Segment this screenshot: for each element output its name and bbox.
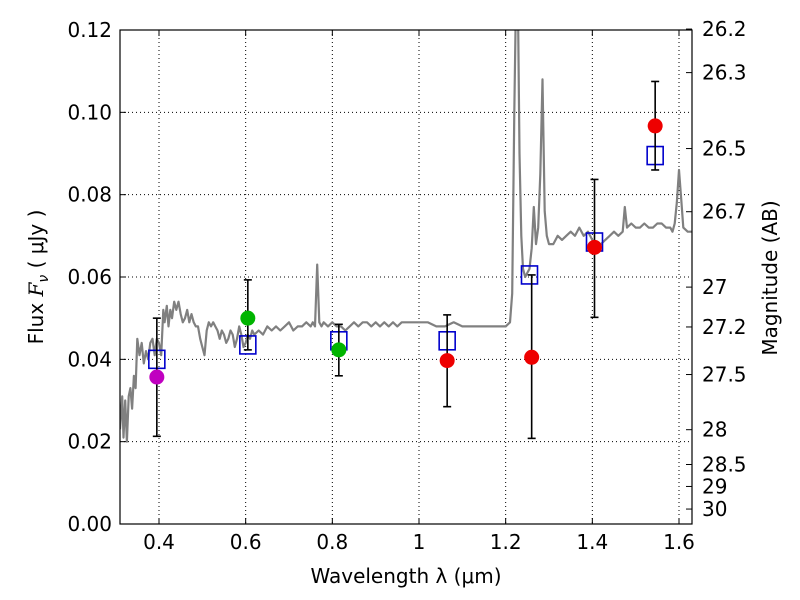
y-axis-label-prefix: Flux xyxy=(24,296,48,344)
axes: 0.4 0.6 0.8 1 1.2 1.4 1.6 0.00 0.02 0.04 0.06 0.08 0… xyxy=(67,17,746,554)
y-axis-label-symbol: F xyxy=(24,281,48,297)
observed-point xyxy=(587,239,602,255)
y-tick-label: 0.02 xyxy=(67,430,112,454)
y-tick-label: 0.10 xyxy=(67,100,112,124)
y-axis-label: Flux Fν ( μJy ) xyxy=(24,210,52,345)
x-tick-label: 1.2 xyxy=(490,530,522,554)
x-tick-label: 0.6 xyxy=(230,530,262,554)
grid xyxy=(120,29,692,525)
x-tick-label: 0.4 xyxy=(143,530,175,554)
plot-area xyxy=(120,30,692,443)
observed-point xyxy=(647,118,663,134)
mag-tick-label: 27.2 xyxy=(702,315,747,339)
mag-tick-label: 26.5 xyxy=(702,137,747,161)
model-point xyxy=(520,265,539,285)
plot-layer xyxy=(120,30,692,443)
observed-point xyxy=(439,353,455,369)
mag-tick-label: 30 xyxy=(702,497,727,521)
x-tick-label: 1.4 xyxy=(576,530,608,554)
y-tick-label: 0.08 xyxy=(67,183,112,207)
mag-tick-label: 29 xyxy=(702,474,727,498)
mag-tick-label: 27.5 xyxy=(702,363,747,387)
x-tick-label: 0.8 xyxy=(316,530,348,554)
x-tick-label: 1 xyxy=(413,530,426,554)
observed-point xyxy=(240,310,256,326)
x-axis-label: Wavelength λ (μm) xyxy=(310,564,501,588)
x-tick-label: 1.6 xyxy=(663,530,695,554)
y-axis-label-suffix: ( μJy ) xyxy=(24,210,48,275)
observed-point xyxy=(331,342,347,358)
mag-tick-label: 26.3 xyxy=(702,61,747,85)
mag-tick-label: 26.2 xyxy=(702,17,747,41)
mag-tick-label: 28.5 xyxy=(702,452,747,476)
mag-tick-label: 28 xyxy=(702,418,727,442)
y-tick-label: 0.04 xyxy=(67,347,112,371)
mag-tick-label: 27 xyxy=(702,275,727,299)
y-tick-label: 0.00 xyxy=(67,512,112,536)
y-axis-label-subscript: ν xyxy=(36,275,52,283)
y-tick-label: 0.12 xyxy=(67,18,112,42)
observed-point xyxy=(149,369,165,385)
y-tick-label: 0.06 xyxy=(67,265,112,289)
observed-point xyxy=(524,349,540,365)
spectrum-line xyxy=(120,30,692,443)
y2-axis-label: Magnitude (AB) xyxy=(758,200,782,355)
mag-tick-label: 26.7 xyxy=(702,200,747,224)
plot-frame xyxy=(119,29,693,525)
